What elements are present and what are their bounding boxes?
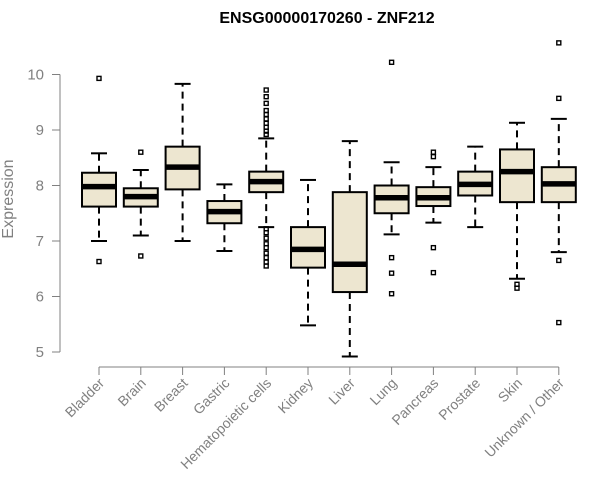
box <box>499 148 535 204</box>
y-tick-label: 5 <box>36 344 44 361</box>
y-tick-label: 9 <box>36 122 44 139</box>
x-category-label: Kidney <box>275 375 317 417</box>
box-group <box>164 82 201 242</box>
outlier-point <box>430 269 437 276</box>
outlier-point <box>263 131 269 138</box>
box-group <box>415 149 452 276</box>
outlier-point <box>263 263 269 269</box>
outlier-point <box>263 100 269 107</box>
outlier-point <box>263 229 269 236</box>
outlier-point <box>388 270 395 276</box>
outlier-point <box>263 111 269 118</box>
box <box>331 191 368 294</box>
chart-title: ENSG00000170260 - ZNF212 <box>219 10 434 27</box>
outlier-point <box>263 250 269 256</box>
x-category-label: Bladder <box>62 375 108 421</box>
y-tick-label: 7 <box>36 233 44 250</box>
outlier-point <box>388 291 395 297</box>
outlier-point <box>263 87 269 93</box>
outlier-point <box>556 40 562 46</box>
y-tick-label: 10 <box>27 67 44 84</box>
box-group <box>122 149 159 259</box>
outlier-point <box>430 153 437 160</box>
outlier-point <box>263 254 269 261</box>
box-group <box>290 178 326 327</box>
outlier-point <box>514 285 520 291</box>
outlier-point <box>388 59 395 65</box>
x-category-label: Liver <box>325 375 358 408</box>
x-category-label: Brain <box>114 375 148 409</box>
outlier-point <box>263 244 269 251</box>
outlier-point <box>96 258 102 265</box>
y-tick-label: 6 <box>36 289 44 306</box>
box-group <box>373 59 410 297</box>
outlier-point <box>388 254 395 261</box>
outlier-point <box>263 235 269 241</box>
outlier-point <box>138 253 144 259</box>
box-group <box>206 183 243 252</box>
x-category-label: Prostate <box>435 375 483 423</box>
boxes <box>81 40 577 358</box>
outlier-point <box>556 95 562 102</box>
axes: 5 6 7 8 9 10 <box>27 67 560 375</box>
x-category-label: Unknown / Other <box>481 375 567 461</box>
x-category-label: Lung <box>366 375 399 408</box>
box-group <box>499 121 535 291</box>
outlier-point <box>430 244 437 251</box>
box-group <box>457 145 494 229</box>
box-group <box>540 40 577 326</box>
outlier-point <box>96 75 102 82</box>
outlier-point <box>263 116 269 122</box>
outlier-point <box>263 93 269 100</box>
outlier-point <box>556 257 562 264</box>
outlier-point <box>138 149 144 155</box>
y-axis-label: Expression <box>0 159 17 238</box>
box-group <box>248 87 285 269</box>
box-group <box>81 75 117 265</box>
x-category-label: Skin <box>495 375 526 406</box>
box <box>81 171 117 208</box>
y-tick-label: 8 <box>36 178 44 195</box>
x-category-label: Breast <box>151 375 191 415</box>
box-group <box>331 140 368 358</box>
outlier-point <box>556 319 562 326</box>
outlier-point <box>430 149 437 155</box>
